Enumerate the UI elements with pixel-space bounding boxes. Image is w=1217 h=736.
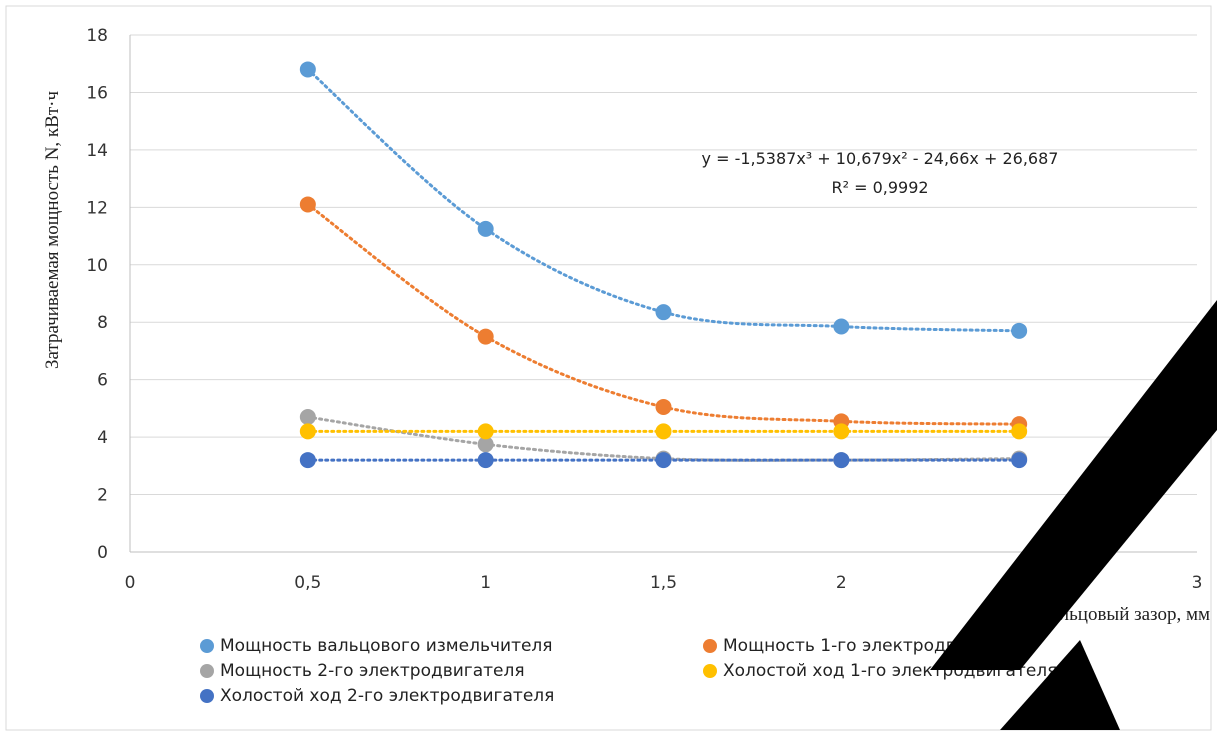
x-axis-label: Межвальцовый зазор, мм <box>1004 604 1210 625</box>
y-tick-label: 18 <box>86 26 108 46</box>
data-point-series-5 <box>1011 452 1028 469</box>
legend-label: Холостой ход 1-го электродвигателя <box>723 661 1058 681</box>
data-point-series-4 <box>655 423 672 440</box>
data-point-series-1 <box>299 61 316 78</box>
data-point-series-4 <box>477 423 494 440</box>
data-point-series-3 <box>477 436 494 453</box>
x-tick-label: 2 <box>836 573 847 593</box>
data-point-series-4 <box>833 423 850 440</box>
y-tick-label: 2 <box>97 486 108 506</box>
legend-label: Мощность 2-го электродвигателя <box>220 661 525 681</box>
data-point-series-4 <box>299 423 316 440</box>
data-point-series-2 <box>477 328 494 345</box>
legend-marker-icon <box>703 639 717 653</box>
data-point-series-1 <box>655 304 672 321</box>
legend-marker-icon <box>200 664 214 678</box>
y-tick-label: 12 <box>86 198 108 218</box>
y-tick-label: 6 <box>97 371 108 391</box>
data-point-series-1 <box>833 318 850 335</box>
x-tick-label: 1 <box>480 573 491 593</box>
x-tick-label: 1,5 <box>650 573 677 593</box>
data-point-series-1 <box>1011 322 1028 339</box>
equation-annotation: y = -1,5387x³ + 10,679x² - 24,66x + 26,6… <box>702 149 1059 168</box>
data-point-series-1 <box>477 220 494 237</box>
x-tick-label: 2,5 <box>1006 573 1033 593</box>
y-tick-label: 16 <box>86 83 108 103</box>
y-tick-label: 0 <box>97 543 108 563</box>
legend-item-series-5: Холостой ход 2-го электродвигателя <box>200 686 554 706</box>
trendline-series-1 <box>306 67 1021 333</box>
x-tick-label: 0,5 <box>294 573 321 593</box>
data-point-series-5 <box>299 452 316 469</box>
x-tick-label: 3 <box>1192 573 1203 593</box>
data-point-series-4 <box>1011 423 1028 440</box>
legend-marker-icon <box>200 689 214 703</box>
y-tick-label: 14 <box>86 141 108 161</box>
y-axis-label: Затрачиваемая мощность N, кВт·ч <box>42 91 63 369</box>
r-squared-annotation: R² = 0,9992 <box>831 178 928 197</box>
legend-label: Мощность вальцового измельчителя <box>220 636 553 656</box>
y-tick-label: 10 <box>86 256 108 276</box>
legend-label: Холостой ход 2-го электродвигателя <box>220 686 555 706</box>
legend-marker-icon <box>703 664 717 678</box>
legend-item-series-2: Мощность 1-го электродвигателя <box>703 636 1028 656</box>
data-point-series-5 <box>833 452 850 469</box>
data-point-series-3 <box>299 409 316 426</box>
legend-item-series-1: Мощность вальцового измельчителя <box>200 636 553 656</box>
legend-label: Мощность 1-го электродвигателя <box>723 636 1028 656</box>
legend-item-series-4: Холостой ход 1-го электродвигателя <box>703 661 1057 681</box>
legend-item-series-3: Мощность 2-го электродвигателя <box>200 661 525 681</box>
y-tick-label: 4 <box>97 428 108 448</box>
data-point-series-5 <box>477 452 494 469</box>
x-tick-label: 0 <box>125 573 136 593</box>
data-point-series-2 <box>299 196 316 213</box>
data-point-series-5 <box>655 452 672 469</box>
legend-marker-icon <box>200 639 214 653</box>
data-point-series-2 <box>655 398 672 415</box>
y-tick-label: 8 <box>97 313 108 333</box>
